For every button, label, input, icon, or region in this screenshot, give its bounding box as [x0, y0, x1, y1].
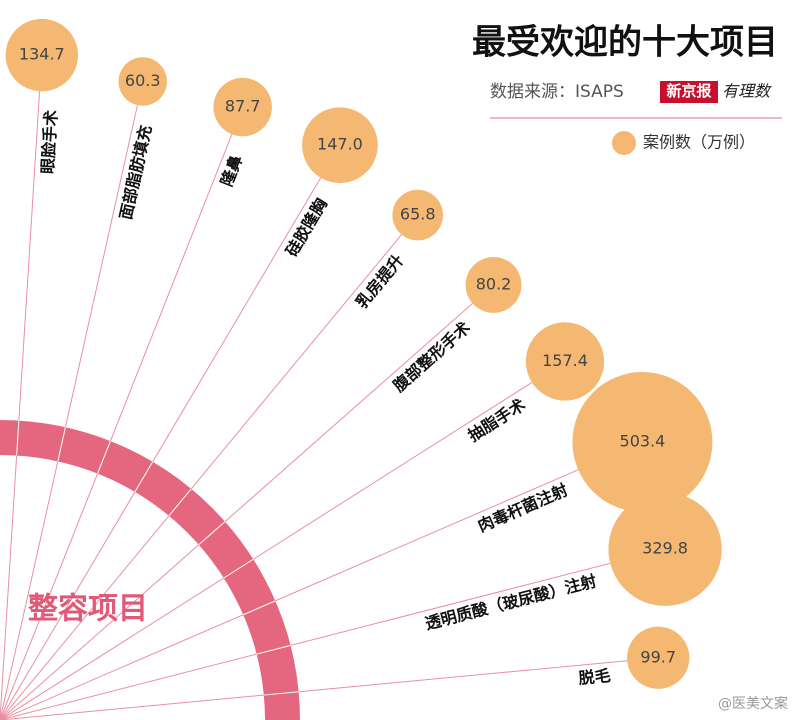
- spoke: [0, 105, 138, 720]
- value-label: 60.3: [125, 71, 161, 90]
- category-label: 硅胶隆胸: [282, 195, 331, 260]
- arc-divider: [198, 521, 226, 546]
- value-label: 503.4: [620, 431, 666, 450]
- value-label: 99.7: [640, 647, 676, 666]
- bubble: [118, 57, 167, 106]
- spoke: [0, 562, 611, 720]
- legend-marker: [612, 131, 636, 155]
- bubble: [627, 626, 690, 689]
- bubble: [5, 18, 79, 92]
- watermark: @医美文案: [718, 695, 788, 712]
- arc-divider: [263, 691, 299, 696]
- spoke: [0, 177, 322, 720]
- value-label: 65.8: [400, 205, 436, 224]
- category-label: 乳房提升: [352, 251, 407, 312]
- value-label: 157.4: [542, 351, 588, 370]
- category-label: 抽脂手术: [465, 395, 529, 445]
- arc-divider: [243, 600, 276, 616]
- bubble: [525, 322, 605, 401]
- spoke: [0, 302, 473, 720]
- category-label: 隆鼻: [217, 152, 246, 189]
- spoke: [0, 660, 628, 720]
- value-label: 87.7: [225, 97, 261, 116]
- value-label: 147.0: [317, 135, 363, 154]
- arc-divider: [16, 420, 20, 456]
- spoke: [0, 234, 402, 720]
- arc-divider: [57, 427, 66, 462]
- source: 数据来源：ISAPS: [490, 82, 624, 102]
- legend-label: 案例数（万例）: [643, 133, 755, 152]
- logo: 有理数: [722, 82, 772, 101]
- spoke: [0, 382, 533, 720]
- spokes: [0, 91, 628, 720]
- value-label: 80.2: [476, 274, 512, 293]
- spoke: [0, 469, 579, 720]
- category-label: 脱毛: [578, 666, 612, 688]
- bubble: [392, 189, 444, 241]
- arc-divider: [134, 461, 154, 493]
- value-label: 134.7: [19, 45, 65, 64]
- category-label: 透明质酸（玻尿酸）注射: [423, 571, 598, 633]
- dividers: [16, 420, 299, 696]
- category-label: 腹部整形手术: [389, 318, 474, 396]
- logo: 新京报: [666, 82, 711, 100]
- arc-divider: [168, 488, 192, 517]
- arc-divider: [223, 558, 254, 579]
- arc-divider: [256, 644, 291, 655]
- bubble: [302, 107, 378, 184]
- category-label: 眼脸手术: [38, 109, 61, 174]
- center-label: 整容项目: [28, 592, 148, 627]
- chart-title: 最受欢迎的十大项目: [472, 23, 778, 63]
- spoke: [0, 134, 233, 720]
- arc: [0, 420, 300, 720]
- spoke: [0, 91, 41, 720]
- bubble: [608, 492, 722, 606]
- bubble: [213, 77, 272, 137]
- arc-divider: [97, 440, 111, 474]
- value-label: 329.8: [642, 539, 688, 558]
- bubble: [572, 371, 713, 512]
- logo-box: [660, 81, 718, 103]
- bubble: [465, 256, 522, 313]
